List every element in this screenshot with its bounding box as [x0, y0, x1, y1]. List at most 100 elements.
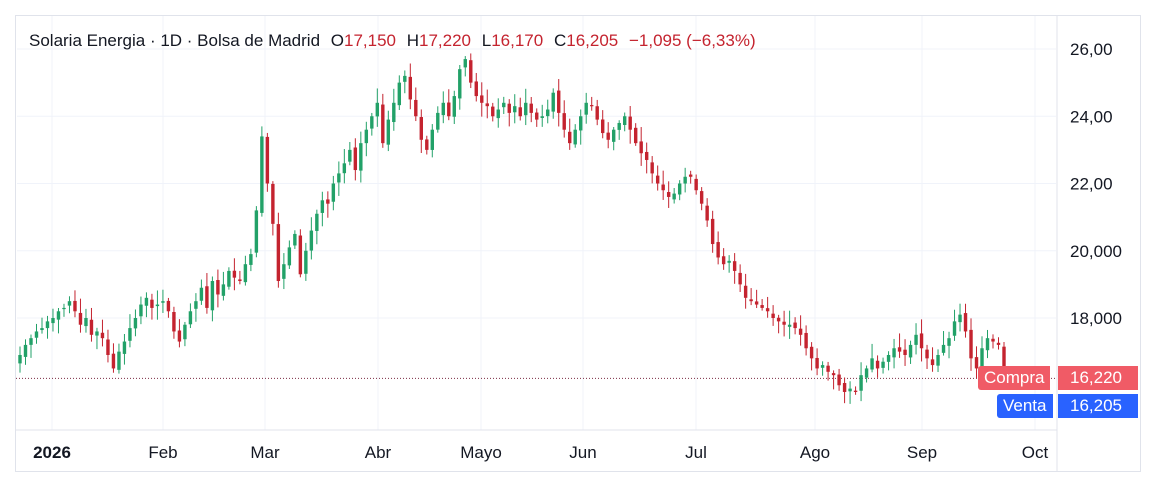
candle-body — [540, 116, 544, 118]
time-axis: 2026 Feb Mar Abr Mayo Jun Jul Ago Sep Oct — [33, 443, 1048, 462]
candle-down — [771, 305, 775, 326]
ohlc-legend: Solaria Energia · 1D · Bolsa de Madrid O… — [29, 31, 756, 51]
candle-down — [106, 329, 110, 363]
candle-body — [776, 317, 781, 322]
price-tick-label: 18,000 — [1070, 309, 1122, 328]
candle-down — [172, 306, 176, 339]
candle-down — [974, 346, 979, 379]
candle-body — [397, 82, 402, 106]
close-value: 16,205 — [566, 31, 619, 50]
candle-body — [84, 318, 88, 327]
candle-down — [842, 377, 847, 404]
high-value: 17,220 — [419, 31, 472, 50]
candle-down — [831, 370, 836, 390]
candle-body — [919, 333, 924, 349]
candle-down — [419, 109, 424, 154]
candle-up — [183, 321, 187, 347]
candle-body — [947, 338, 951, 346]
candle-body — [403, 75, 407, 82]
candle-down — [425, 135, 429, 155]
candle-down — [963, 303, 968, 338]
candle-body — [287, 247, 292, 266]
candle-down — [743, 273, 748, 309]
candle-body — [34, 331, 39, 338]
candle-body — [842, 382, 847, 392]
candle-body — [194, 301, 198, 309]
candle-up — [161, 289, 165, 313]
candle-body — [941, 344, 946, 353]
candle-body — [392, 102, 396, 123]
candle-down — [166, 297, 171, 318]
candle-down — [804, 325, 808, 356]
candle-body — [546, 109, 550, 117]
candle-up — [458, 64, 462, 110]
candle-body — [133, 318, 138, 329]
candle-body — [254, 210, 259, 253]
candle-body — [216, 280, 220, 295]
candle-body — [974, 357, 979, 369]
candle-up — [282, 253, 286, 290]
candle-down — [557, 79, 561, 127]
candle-down — [414, 87, 418, 122]
candle-down — [326, 191, 330, 218]
candle-body — [787, 324, 792, 327]
candle-down — [738, 264, 742, 293]
candle-up — [672, 188, 676, 204]
candle-up — [139, 296, 143, 325]
price-tick-label: 26,00 — [1070, 40, 1113, 59]
candle-down — [276, 212, 281, 288]
candle-up — [513, 94, 517, 124]
candle-body — [293, 233, 297, 246]
candle-up — [936, 349, 940, 372]
candle-body — [853, 390, 858, 392]
candle-body — [414, 99, 418, 117]
candle-body — [45, 321, 50, 329]
high-label: H — [406, 31, 420, 50]
candle-down — [507, 99, 511, 127]
candle-body — [326, 199, 330, 204]
candle-up — [34, 323, 39, 344]
candle-body — [557, 90, 561, 113]
candle-up — [287, 240, 292, 269]
candle-up — [392, 88, 396, 131]
grid-lines — [17, 16, 1056, 430]
candle-down — [100, 319, 105, 347]
candle-body — [276, 224, 281, 282]
candle-body — [359, 143, 363, 171]
candle-down — [897, 333, 902, 358]
candle-up — [683, 167, 687, 193]
candle-down — [699, 187, 704, 211]
candle-body — [155, 304, 160, 307]
candle-body — [875, 360, 880, 369]
candle-body — [859, 375, 863, 391]
candle-body — [227, 270, 231, 287]
candle-body — [650, 162, 654, 174]
candle-body — [243, 264, 248, 283]
candle-up — [260, 126, 264, 217]
candle-down — [639, 127, 643, 166]
candle-body — [985, 338, 990, 351]
candle-body — [56, 311, 61, 320]
candle-down — [568, 118, 572, 150]
candle-up — [502, 96, 506, 115]
candle-body — [111, 353, 116, 369]
candle-down — [919, 319, 924, 362]
candle-up — [952, 309, 957, 341]
candle-body — [798, 328, 803, 335]
candle-body — [67, 301, 72, 306]
candle-up — [40, 317, 44, 334]
candle-body — [749, 299, 753, 302]
candle-body — [106, 339, 110, 355]
candle-down — [705, 198, 709, 227]
candle-body — [122, 341, 127, 354]
candle-down — [265, 132, 270, 192]
candle-body — [430, 129, 434, 150]
candle-up — [540, 104, 544, 127]
candle-body — [980, 348, 984, 371]
time-tick-label: Ago — [800, 443, 830, 462]
candle-body — [205, 286, 209, 308]
candle-up — [947, 331, 951, 359]
candle-down — [298, 229, 303, 278]
candle-body — [331, 183, 336, 202]
